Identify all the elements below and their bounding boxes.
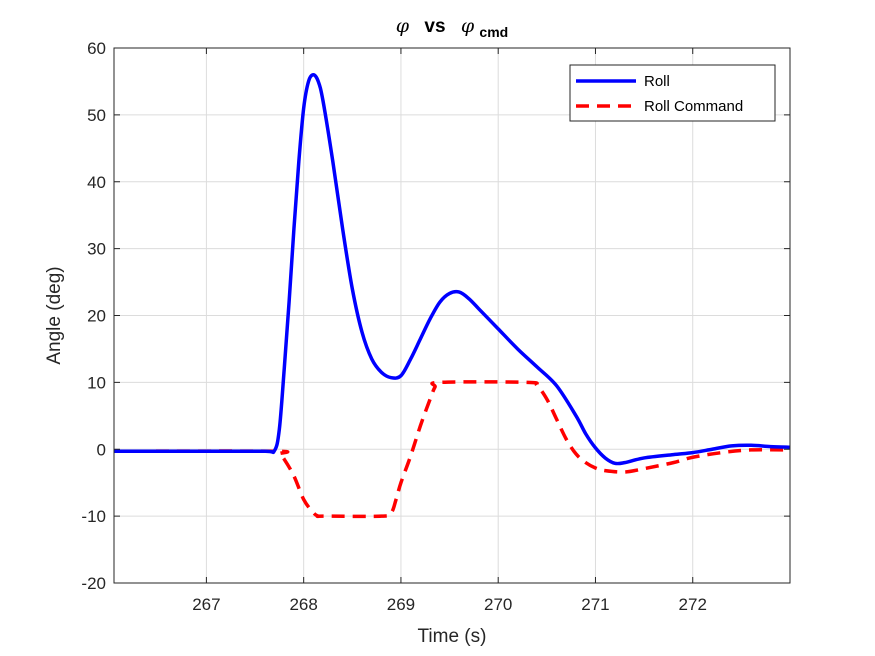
- series-line-roll-command: [114, 380, 790, 519]
- y-axis-label: Angle (deg): [44, 266, 65, 364]
- x-tick-label: 267: [192, 595, 220, 614]
- legend-label-roll: Roll: [644, 73, 670, 90]
- y-tick-label: 40: [87, 173, 106, 192]
- x-axis-label: Time (s): [418, 626, 487, 647]
- y-tick-label: 50: [87, 106, 106, 125]
- title-phi-cmd-symbol: φ: [461, 15, 475, 37]
- y-tick-label: 20: [87, 307, 106, 326]
- x-tick-label: 272: [679, 595, 707, 614]
- x-tick-label: 268: [289, 595, 317, 614]
- y-tick-label: -20: [81, 574, 106, 593]
- series-line-roll: [114, 73, 790, 466]
- x-tick-label: 269: [387, 595, 415, 614]
- y-tick-label: 10: [87, 373, 106, 392]
- series-layer: [114, 73, 790, 519]
- legend-label-roll-command: Roll Command: [644, 98, 743, 115]
- chart-title: φ vs φ cmd: [396, 15, 508, 40]
- x-tick-label: 271: [581, 595, 609, 614]
- y-tick-label: -10: [81, 507, 106, 526]
- y-tick-label: 60: [87, 39, 106, 58]
- y-tick-label: 0: [97, 440, 106, 459]
- title-phi-symbol: φ: [396, 15, 410, 37]
- title-subscript: cmd: [479, 24, 508, 40]
- ticks: 267 268 269 270 271 272 -20 -10 0 10 20 30 40 50 60: [81, 39, 790, 614]
- x-tick-label: 270: [484, 595, 512, 614]
- legend-box: [569, 64, 776, 122]
- y-tick-label: 30: [87, 240, 106, 259]
- legend: Roll Roll Command: [569, 64, 776, 122]
- title-vs: vs: [424, 16, 445, 37]
